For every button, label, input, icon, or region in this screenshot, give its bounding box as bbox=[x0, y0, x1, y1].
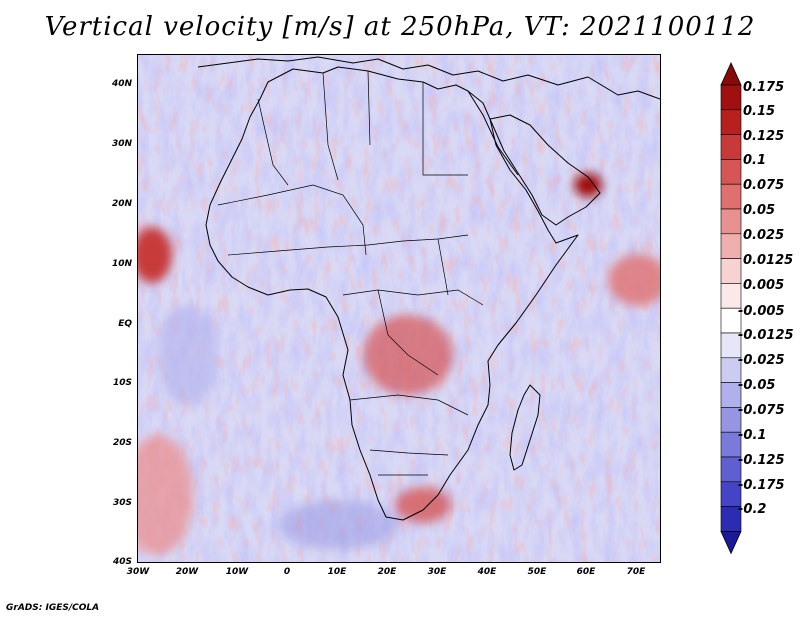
velocity-field-map bbox=[138, 55, 660, 562]
footer-credit: GrADS: IGES/COLA bbox=[6, 603, 100, 613]
colorbar-label: 0.1 bbox=[743, 153, 767, 168]
border-central bbox=[342, 238, 484, 376]
lon-tick-label: 30E bbox=[427, 567, 447, 577]
lon-tick-label: 10E bbox=[327, 567, 347, 577]
arabian-peninsula-coastline bbox=[489, 114, 601, 226]
madagascar-coastline bbox=[509, 384, 541, 471]
lon-tick-label: 20W bbox=[175, 567, 199, 577]
colorbar-label: 0.025 bbox=[743, 228, 785, 243]
colorbar bbox=[720, 62, 742, 555]
south-atlantic-ascent-area bbox=[138, 435, 193, 555]
south-subsidence-area bbox=[278, 500, 398, 550]
colorbar-swatch bbox=[720, 109, 742, 135]
border-sahara-west bbox=[217, 184, 367, 256]
border-south bbox=[349, 394, 469, 476]
lat-tick-label: EQ bbox=[118, 319, 132, 329]
lon-tick-label: 20E bbox=[377, 567, 397, 577]
colorbar-label: -0.025 bbox=[738, 353, 785, 368]
lat-tick-label: 40S bbox=[112, 557, 132, 567]
colorbar-label: 0.15 bbox=[743, 104, 776, 119]
colorbar-label: 0.125 bbox=[743, 129, 785, 144]
lon-tick-label: 30W bbox=[126, 567, 150, 577]
coastlines bbox=[197, 56, 660, 521]
lon-tick-label: 0 bbox=[283, 567, 291, 577]
lat-tick-label: 40N bbox=[111, 79, 132, 89]
lat-tick-label: 10S bbox=[112, 378, 132, 388]
lon-tick-label: 70E bbox=[626, 567, 646, 577]
atlantic-ascent-area bbox=[138, 227, 172, 283]
colorbar-top-arrow bbox=[720, 62, 742, 86]
arabia-ascent-area bbox=[574, 173, 602, 197]
colorbar-label: 0.175 bbox=[743, 80, 785, 95]
colorbar-swatch bbox=[720, 233, 742, 259]
lat-tick-label: 20N bbox=[111, 199, 132, 209]
colorbar-swatch bbox=[720, 159, 742, 185]
indian-ocean-ascent-area bbox=[608, 254, 660, 306]
colorbar-label: -0.05 bbox=[738, 378, 776, 393]
chart-title: Vertical velocity [m/s] at 250hPa, VT: 2… bbox=[44, 12, 756, 42]
border-north bbox=[257, 70, 468, 186]
lon-tick-label: 10W bbox=[225, 567, 249, 577]
colorbar-label: 0.005 bbox=[743, 278, 785, 293]
colorbar-swatch bbox=[720, 134, 742, 160]
colorbar-label: 0.0125 bbox=[743, 253, 794, 268]
lat-tick-label: 10N bbox=[111, 259, 132, 269]
lon-tick-label: 50E bbox=[527, 567, 547, 577]
colorbar-label: -0.1 bbox=[738, 428, 767, 443]
country-borders bbox=[217, 70, 484, 476]
lat-tick-label: 30N bbox=[111, 139, 132, 149]
europe-coastline bbox=[197, 56, 660, 100]
colorbar-label: 0.05 bbox=[743, 203, 776, 218]
colorbar-swatch bbox=[720, 84, 742, 111]
colorbar-swatch bbox=[720, 183, 742, 210]
south-africa-ascent-area bbox=[395, 487, 451, 523]
colorbar-swatch bbox=[720, 258, 742, 284]
africa-coastline bbox=[205, 66, 579, 521]
ascent-texture bbox=[138, 55, 660, 562]
colorbar-label: -0.005 bbox=[738, 304, 785, 319]
colorbar-label: -0.075 bbox=[738, 403, 785, 418]
lon-tick-label: 60E bbox=[576, 567, 596, 577]
colorbar-label: -0.175 bbox=[738, 478, 785, 493]
colorbar-label: -0.0125 bbox=[738, 328, 794, 343]
lat-tick-label: 20S bbox=[112, 438, 132, 448]
atlantic-subsidence-area bbox=[158, 305, 218, 405]
map-panel bbox=[137, 54, 661, 563]
lat-tick-label: 30S bbox=[112, 498, 132, 508]
red-sea-coast bbox=[467, 90, 519, 176]
lon-tick-label: 40E bbox=[477, 567, 497, 577]
colorbar-bottom-arrow bbox=[720, 530, 742, 555]
colorbar-label: -0.125 bbox=[738, 453, 785, 468]
colorbar-swatch bbox=[720, 208, 742, 235]
colorbar-label: -0.2 bbox=[738, 502, 767, 517]
colorbar-label: 0.075 bbox=[743, 178, 785, 193]
